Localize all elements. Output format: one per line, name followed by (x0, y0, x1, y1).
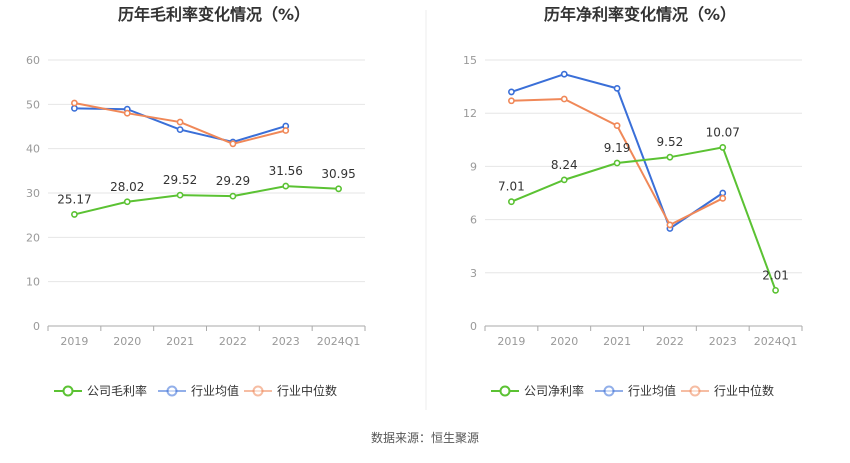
y-tick-label: 10 (26, 276, 40, 289)
data-point-company (508, 198, 515, 206)
series-line-company (74, 185, 339, 216)
data-point-company (71, 211, 78, 218)
x-tick-label: 2022 (219, 335, 247, 348)
legend-marker-median (252, 385, 264, 397)
data-point-company (613, 159, 621, 167)
legend-label: 公司净利率 (524, 383, 584, 398)
data-point-median (666, 221, 674, 229)
legend-label: 行业中位数 (277, 383, 337, 398)
data-point-company (176, 191, 184, 199)
data-point-median (71, 99, 78, 107)
x-tick-label: 2023 (709, 335, 737, 348)
data-point-median (176, 118, 184, 126)
source-note: 数据来源：恒生聚源 (371, 430, 479, 445)
data-label: 2.01 (762, 268, 789, 282)
data-point-median (282, 127, 290, 134)
y-tick-label: 0 (470, 320, 477, 333)
x-tick-label: 2020 (113, 335, 141, 348)
data-label: 25.17 (57, 192, 91, 206)
x-tick-label: 2022 (656, 335, 684, 348)
legend-marker-company (499, 385, 511, 397)
data-point-company (282, 182, 290, 190)
data-point-company (229, 192, 237, 200)
data-point-median (560, 95, 568, 103)
data-point-avg (71, 104, 78, 112)
chart-title: 历年毛利率变化情况（%） (118, 5, 310, 24)
data-point-company (335, 185, 342, 193)
data-point-avg (719, 189, 727, 197)
data-point-company (123, 198, 131, 206)
data-point-avg (613, 84, 621, 92)
legend-marker-company (62, 385, 74, 397)
data-point-company (560, 176, 568, 184)
gross-margin-chart: 历年毛利率变化情况（%） 0 10 20 30 40 50 60 2019 2020 2021 20… (26, 5, 366, 398)
data-point-avg (560, 70, 568, 78)
data-point-company (666, 153, 674, 161)
legend-label: 行业均值 (191, 383, 239, 398)
y-tick-label: 12 (463, 107, 477, 120)
y-tick-label: 30 (26, 187, 40, 200)
x-tick-label: 2021 (603, 335, 631, 348)
data-label: 9.52 (657, 135, 684, 149)
legend-marker-avg (603, 385, 615, 397)
x-tick-label: 2020 (550, 335, 578, 348)
x-tick-label: 2019 (497, 335, 525, 348)
y-tick-label: 15 (463, 54, 477, 67)
x-tick-label: 2023 (272, 335, 300, 348)
chart-title: 历年净利率变化情况（%） (544, 5, 736, 24)
legend-label: 行业均值 (628, 383, 676, 398)
x-tick-label: 2024Q1 (317, 335, 361, 348)
legend-label: 行业中位数 (714, 383, 774, 398)
data-label: 10.07 (706, 125, 740, 139)
data-label: 8.24 (551, 158, 578, 172)
data-label: 7.01 (498, 180, 525, 194)
legend-marker-avg (166, 385, 178, 397)
data-label: 29.52 (163, 173, 197, 187)
data-point-company (719, 144, 727, 151)
y-tick-label: 40 (26, 143, 40, 156)
x-tick-label: 2024Q1 (754, 335, 798, 348)
y-tick-label: 20 (26, 231, 40, 244)
x-tick-label: 2019 (60, 335, 88, 348)
y-tick-label: 60 (26, 54, 40, 67)
y-tick-label: 50 (26, 98, 40, 111)
y-tick-label: 6 (470, 214, 477, 227)
data-label: 28.02 (110, 180, 144, 194)
legend-marker-median (689, 385, 701, 397)
y-tick-label: 9 (470, 160, 477, 173)
data-point-company (772, 286, 779, 294)
series-line-company (511, 146, 777, 291)
data-point-median (229, 140, 237, 148)
y-tick-label: 0 (33, 320, 40, 333)
data-label: 30.95 (321, 167, 355, 181)
y-tick-label: 3 (470, 267, 477, 280)
data-point-median (613, 122, 621, 130)
data-label: 29.29 (216, 174, 250, 188)
net-margin-chart: 历年净利率变化情况（%） 0 3 6 9 12 15 2019 2020 2021 2022 202… (463, 5, 803, 398)
data-label: 31.56 (269, 164, 303, 178)
data-point-median (123, 109, 131, 117)
x-tick-label: 2021 (166, 335, 194, 348)
legend-label: 公司毛利率 (87, 383, 147, 398)
data-point-avg (508, 88, 515, 96)
data-point-median (508, 97, 515, 105)
data-point-avg (176, 126, 184, 134)
data-point-median (719, 194, 727, 202)
data-label: 9.19 (604, 141, 631, 155)
